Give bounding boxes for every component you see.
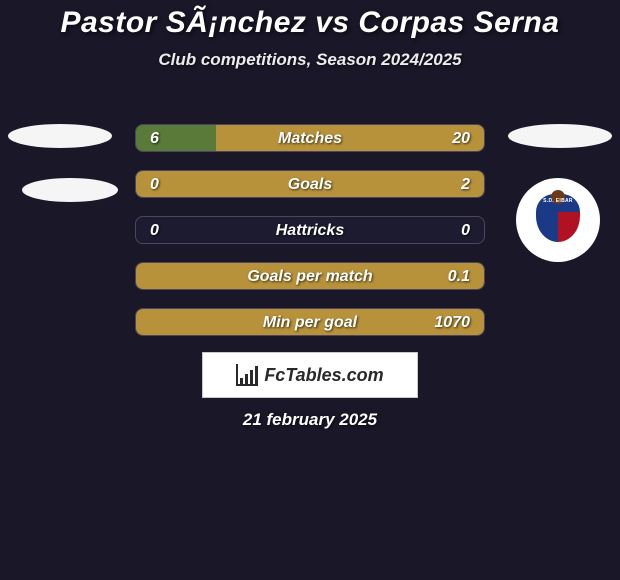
- shield-icon: S.D. EIBAR: [536, 194, 580, 246]
- stat-value-right: 20: [452, 125, 470, 151]
- club-badge-right: S.D. EIBAR: [516, 178, 600, 262]
- decorative-oval: [8, 124, 112, 148]
- stat-rows: 6Matches200Goals20Hattricks0Goals per ma…: [135, 124, 485, 354]
- stat-row: 6Matches20: [135, 124, 485, 152]
- subtitle: Club competitions, Season 2024/2025: [0, 50, 620, 70]
- stat-row: Goals per match0.1: [135, 262, 485, 290]
- comparison-infographic: Pastor SÃ¡nchez vs Corpas Serna Club com…: [0, 0, 620, 580]
- stat-value-right: 2: [461, 171, 470, 197]
- stat-value-right: 1070: [434, 309, 470, 335]
- decorative-oval: [22, 178, 118, 202]
- stat-label: Goals per match: [136, 263, 484, 289]
- page-title: Pastor SÃ¡nchez vs Corpas Serna: [0, 0, 620, 40]
- stat-row: 0Hattricks0: [135, 216, 485, 244]
- stat-value-right: 0: [461, 217, 470, 243]
- stat-row: Min per goal1070: [135, 308, 485, 336]
- barchart-icon: [236, 364, 258, 386]
- decorative-oval: [508, 124, 612, 148]
- badge-text: S.D. EIBAR: [536, 198, 580, 204]
- stat-label: Hattricks: [136, 217, 484, 243]
- source-logo: FcTables.com: [202, 352, 418, 398]
- logo-text: FcTables.com: [264, 365, 383, 386]
- stat-label: Matches: [136, 125, 484, 151]
- stat-value-right: 0.1: [448, 263, 470, 289]
- date-line: 21 february 2025: [0, 410, 620, 430]
- stat-label: Goals: [136, 171, 484, 197]
- stat-label: Min per goal: [136, 309, 484, 335]
- stat-row: 0Goals2: [135, 170, 485, 198]
